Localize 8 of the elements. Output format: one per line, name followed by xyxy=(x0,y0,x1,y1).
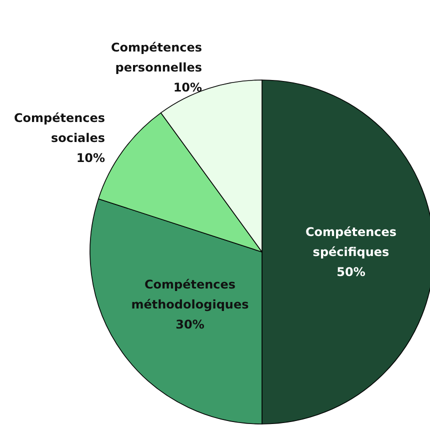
data-label: 50% xyxy=(336,265,366,279)
slice-label: Compétences spécifiques xyxy=(305,225,397,259)
slice-label: Compétences méthodologiques xyxy=(131,277,249,312)
data-label: 10% xyxy=(76,150,106,165)
slice-label: Compétences personnelles xyxy=(110,40,202,74)
data-label: 30% xyxy=(176,317,204,332)
data-label: 10% xyxy=(173,80,202,94)
slice-label: Compétences sociales xyxy=(14,110,106,145)
